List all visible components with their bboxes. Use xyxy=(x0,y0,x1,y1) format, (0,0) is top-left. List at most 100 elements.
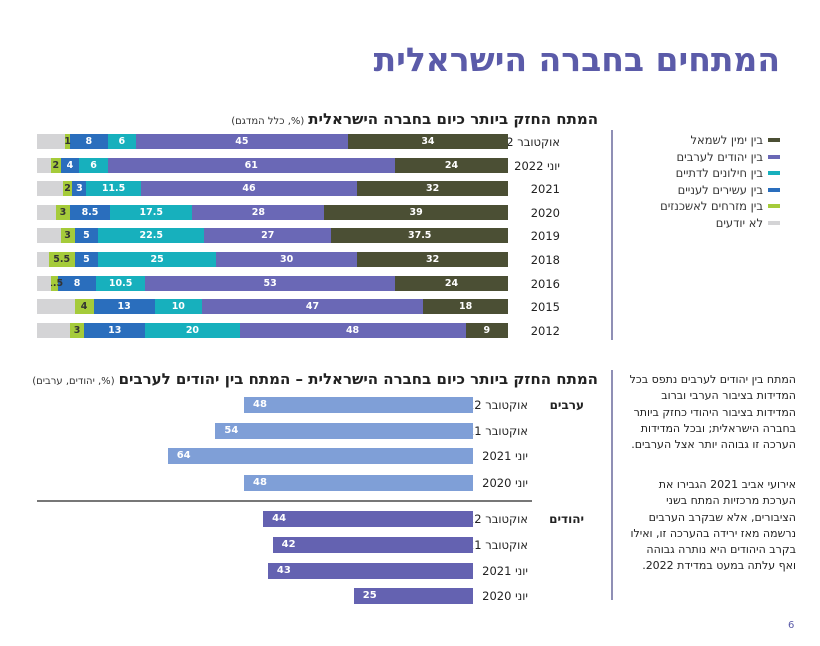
data-label: 54 xyxy=(224,425,239,436)
data-label: 20 xyxy=(185,324,200,336)
data-label: 3 xyxy=(73,324,81,336)
bar xyxy=(263,511,473,527)
bar-segment: 2 xyxy=(51,157,61,173)
bar-segment: 47 xyxy=(201,299,424,315)
bar-segment: 4 xyxy=(74,299,94,315)
legend-swatch xyxy=(768,187,780,192)
bar xyxy=(267,563,473,579)
data-label: 8 xyxy=(85,136,93,147)
data-label: 6 xyxy=(90,159,97,171)
bar-segment: 32 xyxy=(357,181,508,197)
bar xyxy=(244,397,473,413)
bar-segment xyxy=(37,322,70,338)
bar-segment: 17.5 xyxy=(110,204,193,220)
bar-segment: 22.5 xyxy=(98,228,205,244)
data-label: 48 xyxy=(253,477,267,488)
legend-swatch xyxy=(768,138,780,142)
data-label: 24 xyxy=(444,277,459,289)
group-divider xyxy=(37,500,532,502)
data-label: 48 xyxy=(253,399,267,410)
bar-segment xyxy=(37,228,61,244)
bar-segment: 28 xyxy=(192,204,325,220)
bar-segment: 20 xyxy=(145,322,240,338)
legend-swatch xyxy=(768,171,780,175)
row-label: יוני 2022 xyxy=(514,158,560,173)
data-label: 27 xyxy=(261,230,275,242)
data-label: 45 xyxy=(235,136,249,147)
bar-segment: 10.5 xyxy=(95,275,146,291)
bar-segment: 34 xyxy=(347,134,508,149)
bar-segment: 27 xyxy=(204,228,332,244)
group-label: יהודים xyxy=(549,512,584,526)
top-chart-title-text: המתח החזק ביותר כיום בחברה הישראלית xyxy=(308,110,598,128)
bar-segment: 48 xyxy=(239,322,466,338)
bar-segment: 11.5 xyxy=(86,181,141,197)
bar-segment: 8 xyxy=(58,275,96,291)
row-label: 2018 xyxy=(530,253,560,267)
data-label: 1.5 xyxy=(46,277,64,289)
bar-segment: 13 xyxy=(84,322,146,338)
bar-segment: 24 xyxy=(394,275,508,291)
bottom-chart-title: המתח החזק ביותר כיום בחברה הישראלית – המ… xyxy=(32,370,598,388)
data-label: 46 xyxy=(242,183,256,195)
bar xyxy=(272,537,473,553)
data-label: 32 xyxy=(426,254,440,265)
bar-segment xyxy=(37,181,63,197)
bar-segment: 37.5 xyxy=(331,228,508,244)
data-label: 39 xyxy=(409,206,423,218)
bar-segment: 1.5 xyxy=(46,275,63,291)
data-label: 8.5 xyxy=(81,206,99,218)
data-label: 5 xyxy=(83,230,90,242)
data-label: 9 xyxy=(483,324,491,336)
bar xyxy=(215,423,473,439)
data-label: 17.5 xyxy=(139,206,163,218)
bar-segment xyxy=(37,134,66,149)
bar-segment: 3 xyxy=(60,228,75,244)
row-label: 2020 xyxy=(530,205,560,220)
data-label: 3 xyxy=(59,206,67,218)
bar-segment: 1 xyxy=(64,134,71,149)
data-label: 1 xyxy=(64,136,71,147)
data-label: 25 xyxy=(150,254,164,265)
bar-segment: 9 xyxy=(465,322,508,338)
row-label: יוני 2020 xyxy=(482,476,528,490)
bar-segment xyxy=(37,204,56,220)
legend-label: בין עשירים לעניים xyxy=(677,182,763,197)
data-label: 34 xyxy=(421,136,435,147)
row-label: יוני 2021 xyxy=(482,449,528,463)
bar-segment xyxy=(37,157,52,173)
data-label: 43 xyxy=(276,565,291,576)
data-label: 5.5 xyxy=(53,254,71,265)
row-label: יוני 2020 xyxy=(482,589,528,603)
data-label: 53 xyxy=(263,277,277,289)
row-label: 2015 xyxy=(530,300,560,315)
legend-label: בין ימין לשמאל xyxy=(690,133,763,147)
data-label: 8 xyxy=(73,277,81,289)
bottom-chart-title-text: המתח החזק ביותר כיום בחברה הישראלית – המ… xyxy=(118,370,598,388)
legend-item: בין יהודים לערבים xyxy=(677,150,780,164)
data-label: 28 xyxy=(251,206,265,218)
data-label: 10 xyxy=(171,301,185,313)
legend-item: בין עשירים לעניים xyxy=(678,183,780,197)
page-number: 6 xyxy=(788,620,795,631)
bar-segment: 61 xyxy=(107,157,395,173)
legend-swatch xyxy=(768,204,780,208)
bar-segment: 18 xyxy=(423,299,508,315)
data-label: 11.5 xyxy=(101,183,126,195)
row-label: 2021 xyxy=(530,182,560,197)
side-paragraph-1: המתח בין יהודים לערבים נתפס בכל המדידות … xyxy=(629,373,796,452)
bar-segment: 8.5 xyxy=(69,204,110,220)
bar-segment: 4 xyxy=(60,157,80,173)
top-chart-subtitle: (%, כלל המדגם) xyxy=(231,116,305,127)
data-label: 3 xyxy=(64,230,71,242)
bar-segment xyxy=(37,252,49,267)
legend-label: לא יודעים xyxy=(715,215,763,230)
bar xyxy=(353,588,473,604)
bar-segment: 25 xyxy=(98,252,216,267)
page-title: המתחים בחברה הישראלית xyxy=(373,40,780,79)
bar-segment: 45 xyxy=(135,134,348,149)
data-label: 6 xyxy=(118,136,126,147)
data-label: 2 xyxy=(64,183,71,195)
bar-segment: 10 xyxy=(154,299,202,315)
legend-label: בין מזרחים לאשכנזים xyxy=(660,199,763,213)
